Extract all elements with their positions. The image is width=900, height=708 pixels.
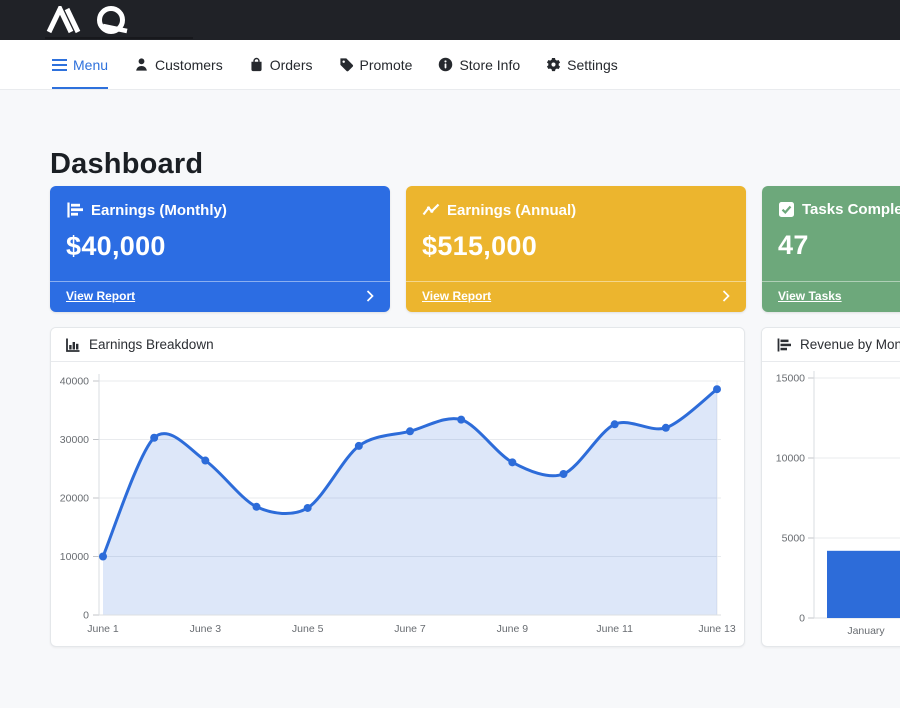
brand-underline xyxy=(45,37,193,39)
tasks-completed-card: Tasks Completed 47 View Tasks xyxy=(762,186,900,312)
svg-text:June 9: June 9 xyxy=(497,623,529,635)
column-chart-icon xyxy=(66,338,80,352)
main-content: Dashboard Earnings (Monthly) $40,000 Vie… xyxy=(0,90,900,647)
stat-card-value: 47 xyxy=(778,230,809,260)
svg-text:June 5: June 5 xyxy=(292,623,324,635)
svg-text:30000: 30000 xyxy=(60,434,89,446)
nav-item-customers[interactable]: Customers xyxy=(134,40,223,89)
nav-item-menu[interactable]: Menu xyxy=(52,40,109,89)
earnings-monthly-card: Earnings (Monthly) $40,000 View Report xyxy=(50,186,390,312)
chevron-right-icon xyxy=(366,290,374,302)
line-chart-icon xyxy=(422,203,440,216)
svg-text:20000: 20000 xyxy=(60,493,89,505)
view-report-link[interactable]: View Report xyxy=(66,289,136,303)
svg-text:June 3: June 3 xyxy=(190,623,222,635)
page-title: Dashboard xyxy=(50,148,204,180)
nav-item-store-info[interactable]: Store Info xyxy=(438,40,520,89)
nav-item-orders[interactable]: Orders xyxy=(249,40,313,89)
info-icon xyxy=(439,57,453,72)
svg-text:40000: 40000 xyxy=(60,376,89,388)
nav-label: Store Info xyxy=(459,56,521,73)
svg-text:June 13: June 13 xyxy=(698,623,736,635)
earnings-line-chart: 0 10000 20000 30000 40000 June 1 June 3 June 5 J… xyxy=(60,374,736,635)
nav-label: Orders xyxy=(269,56,313,73)
nav-item-promote[interactable]: Promote xyxy=(339,40,413,89)
nav-label: Promote xyxy=(359,56,413,73)
svg-text:15000: 15000 xyxy=(776,373,805,385)
svg-text:January: January xyxy=(847,625,885,637)
chart-title: Earnings Breakdown xyxy=(89,337,214,352)
svg-text:June 11: June 11 xyxy=(596,623,633,635)
svg-text:5000: 5000 xyxy=(782,533,806,545)
nav-label: Settings xyxy=(567,56,618,73)
charts-row: Earnings Breakdown 0 10000 20000 30000 40000… xyxy=(50,327,900,647)
view-report-link[interactable]: View Report xyxy=(422,289,492,303)
topbar xyxy=(0,0,900,40)
main-nav: Menu Customers Orders Promote Store Info xyxy=(0,40,900,90)
gear-icon xyxy=(547,57,561,72)
hamburger-icon xyxy=(52,58,67,71)
bar-chart-icon xyxy=(777,338,791,351)
stat-card-value: $40,000 xyxy=(66,231,166,261)
nav-item-settings[interactable]: Settings xyxy=(546,40,618,89)
nav-label: Customers xyxy=(155,56,223,73)
svg-text:0: 0 xyxy=(799,613,805,625)
brand-logo[interactable] xyxy=(45,6,137,34)
stat-card-title: Tasks Completed xyxy=(802,201,900,218)
person-icon xyxy=(136,58,147,71)
earnings-annual-card: Earnings (Annual) $515,000 View Report xyxy=(406,186,746,312)
stat-cards-row: Earnings (Monthly) $40,000 View Report xyxy=(50,186,900,312)
svg-text:10000: 10000 xyxy=(60,551,89,563)
svg-text:10000: 10000 xyxy=(776,453,805,465)
bag-icon xyxy=(251,57,262,72)
revenue-bar-chart: 0 5000 10000 15000 January xyxy=(776,371,900,637)
earnings-breakdown-card: Earnings Breakdown 0 10000 20000 30000 40000… xyxy=(50,327,745,647)
revenue-by-month-card: Revenue by Month 0 5000 10000 15000 January xyxy=(761,327,900,647)
stat-card-value: $515,000 xyxy=(422,231,538,261)
chart-title: Revenue by Month xyxy=(800,337,900,352)
tag-icon xyxy=(339,58,353,72)
check-square-icon xyxy=(779,202,794,217)
svg-text:June 1: June 1 xyxy=(87,623,119,635)
bar-chart-icon xyxy=(67,202,83,218)
svg-text:0: 0 xyxy=(83,610,89,622)
svg-text:June 7: June 7 xyxy=(394,623,426,635)
view-tasks-link[interactable]: View Tasks xyxy=(778,289,842,303)
stat-card-title: Earnings (Monthly) xyxy=(91,201,227,219)
nav-label: Menu xyxy=(73,56,109,73)
chevron-right-icon xyxy=(722,290,730,302)
stat-card-title: Earnings (Annual) xyxy=(447,201,577,219)
